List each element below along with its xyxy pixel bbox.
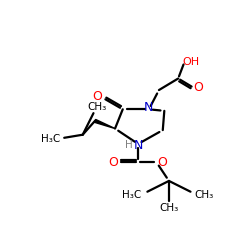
Text: O: O: [193, 81, 203, 94]
Text: CH₃: CH₃: [195, 190, 214, 200]
Text: H₃C: H₃C: [41, 134, 60, 143]
Text: N: N: [144, 101, 154, 114]
Text: O: O: [157, 156, 167, 169]
Polygon shape: [94, 120, 115, 128]
Text: OH: OH: [182, 56, 199, 66]
Text: O: O: [92, 90, 102, 104]
Text: H: H: [125, 140, 133, 150]
Text: O: O: [108, 156, 118, 169]
Text: CH₃: CH₃: [88, 102, 107, 112]
Text: CH₃: CH₃: [159, 203, 178, 213]
Text: N: N: [134, 139, 143, 152]
Text: H₃C: H₃C: [122, 190, 142, 200]
